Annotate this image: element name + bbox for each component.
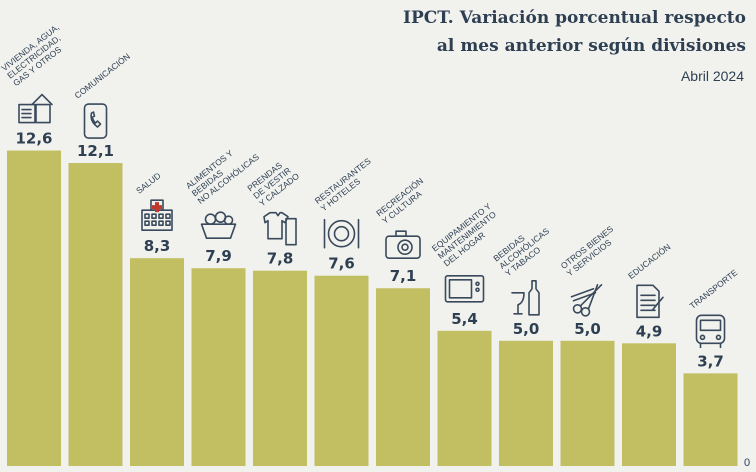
plate-cutlery-icon (323, 218, 360, 249)
category-label-12: TRANSPORTE (688, 267, 740, 311)
category-label-9: BEBIDASALCOHÓLICASY TABACO (491, 218, 557, 278)
category-label-1: VIVIENDA, AGUA,ELECTRICIDAD,GAS Y OTROS (0, 22, 73, 88)
category-label-3: SALUD (134, 170, 162, 195)
clothing-icon (263, 211, 297, 246)
house-icon (18, 93, 53, 124)
category-label-6: RESTAURANTESY HOTELES (313, 156, 379, 214)
bar-3 (130, 258, 184, 466)
value-label-4: 7,9 (205, 247, 232, 265)
value-label-5: 7,8 (267, 250, 294, 268)
microwave-icon (444, 274, 485, 303)
category-label-4: ALIMENTOS YBEBIDASNO ALCOHÓLICAS (184, 136, 261, 205)
bottle-glass-icon (511, 280, 540, 316)
value-label-1: 12,6 (15, 130, 52, 148)
phone-icon (83, 103, 108, 139)
bar-9 (499, 340, 553, 466)
hospital-icon (141, 199, 173, 231)
category-label-10: OTROS BIENESY SERVICIOS (559, 224, 622, 279)
bar-6 (314, 275, 369, 466)
bar-8 (437, 330, 492, 466)
bus-icon (695, 314, 726, 349)
scissors-comb-icon (570, 284, 603, 317)
camera-icon (385, 230, 421, 260)
category-label-11: EDUCACIÓN (626, 242, 672, 281)
chart-subtitle: Abril 2024 (680, 68, 744, 84)
value-label-6: 7,6 (328, 255, 355, 273)
value-label-11: 4,9 (636, 322, 663, 340)
chart-title-line1: IPCT. Variación porcentual respecto (403, 8, 746, 28)
value-label-9: 5,0 (513, 320, 540, 338)
value-label-3: 8,3 (144, 237, 171, 255)
chart-title-line2: al mes anterior según divisiones (436, 36, 746, 56)
value-label-12: 3,7 (697, 352, 724, 370)
baseline-zero-label: 0 (744, 457, 750, 469)
bar-5 (253, 270, 307, 466)
bar-7 (376, 288, 430, 466)
bar-1 (7, 150, 61, 466)
value-label-2: 12,1 (77, 142, 114, 160)
food-basket-icon (200, 211, 237, 239)
value-label-10: 5,0 (574, 320, 601, 338)
value-label-7: 7,1 (390, 267, 417, 285)
document-icon (636, 284, 664, 319)
bar-2 (68, 163, 123, 467)
bar-10 (560, 340, 615, 466)
bar-12 (683, 373, 738, 466)
value-label-8: 5,4 (451, 310, 478, 328)
category-label-7: RECREACIÓNY CULTURA (374, 176, 431, 226)
category-label-2: COMUNICACIÓN (73, 51, 132, 100)
bar-11 (622, 343, 676, 466)
bar-4 (191, 268, 246, 466)
